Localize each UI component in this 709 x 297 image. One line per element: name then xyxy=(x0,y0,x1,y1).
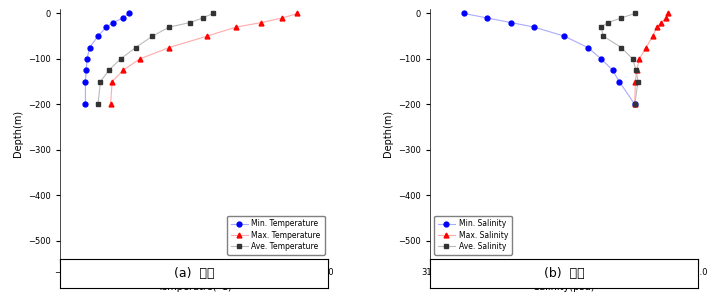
Ave. Salinity xyxy=(630,102,639,106)
Max. Salinity xyxy=(631,80,640,83)
Ave. Salinity xyxy=(630,12,639,15)
Line: Ave. Temperature: Ave. Temperature xyxy=(96,11,216,107)
Min. Temperature xyxy=(119,16,128,20)
Max. Temperature xyxy=(106,102,115,106)
Line: Max. Temperature: Max. Temperature xyxy=(108,11,300,107)
Max. Temperature xyxy=(203,34,211,38)
Ave. Temperature xyxy=(94,102,102,106)
Min. Salinity xyxy=(506,21,515,24)
Max. Salinity xyxy=(657,21,666,24)
Max. Temperature xyxy=(278,16,286,20)
Ave. Salinity xyxy=(634,80,642,83)
Ave. Temperature xyxy=(96,80,105,83)
Min. Salinity xyxy=(483,16,491,20)
Text: (a)  동계: (a) 동계 xyxy=(174,267,215,280)
Ave. Temperature xyxy=(116,57,125,61)
Ave. Temperature xyxy=(199,16,207,20)
Min. Temperature xyxy=(94,34,102,38)
Max. Salinity xyxy=(630,102,639,106)
Max. Salinity xyxy=(652,25,661,29)
Legend: Min. Salinity, Max. Salinity, Ave. Salinity: Min. Salinity, Max. Salinity, Ave. Salin… xyxy=(434,216,512,255)
Min. Salinity xyxy=(630,102,639,106)
Ave. Temperature xyxy=(165,25,174,29)
Min. Salinity xyxy=(530,25,538,29)
Max. Salinity xyxy=(649,34,657,38)
Line: Ave. Salinity: Ave. Salinity xyxy=(598,11,640,107)
Legend: Min. Temperature, Max. Temperature, Ave. Temperature: Min. Temperature, Max. Temperature, Ave.… xyxy=(227,216,325,255)
Min. Salinity xyxy=(584,46,592,49)
Min. Temperature xyxy=(81,80,89,83)
Min. Temperature xyxy=(85,46,94,49)
Ave. Salinity xyxy=(632,68,640,72)
Min. Salinity xyxy=(608,68,617,72)
Ave. Temperature xyxy=(148,34,157,38)
Line: Min. Salinity: Min. Salinity xyxy=(462,11,637,107)
Min. Salinity xyxy=(615,80,623,83)
Ave. Salinity xyxy=(599,34,608,38)
Min. Temperature xyxy=(81,102,89,106)
Min. Temperature xyxy=(82,68,91,72)
Max. Temperature xyxy=(119,68,128,72)
Max. Salinity xyxy=(662,16,671,20)
Max. Salinity xyxy=(632,68,641,72)
Min. Salinity xyxy=(560,34,569,38)
Y-axis label: Depth(m): Depth(m) xyxy=(13,110,23,157)
Ave. Temperature xyxy=(186,21,194,24)
Min. Salinity xyxy=(597,57,605,61)
Max. Temperature xyxy=(257,21,266,24)
Min. Temperature xyxy=(108,21,117,24)
Min. Temperature xyxy=(83,57,91,61)
Ave. Temperature xyxy=(105,68,113,72)
Ave. Temperature xyxy=(208,12,217,15)
Max. Salinity xyxy=(664,12,672,15)
Max. Temperature xyxy=(165,46,174,49)
Min. Salinity xyxy=(459,12,468,15)
Min. Temperature xyxy=(125,12,133,15)
X-axis label: Salinity(psu): Salinity(psu) xyxy=(534,282,595,292)
Ave. Salinity xyxy=(628,57,637,61)
X-axis label: Temperatre(°C): Temperatre(°C) xyxy=(157,282,232,292)
Ave. Salinity xyxy=(597,25,605,29)
Ave. Salinity xyxy=(617,46,625,49)
Y-axis label: Depth(m): Depth(m) xyxy=(383,110,393,157)
Line: Max. Salinity: Max. Salinity xyxy=(632,11,671,107)
Line: Min. Temperature: Min. Temperature xyxy=(83,11,131,107)
Ave. Salinity xyxy=(603,21,612,24)
Max. Salinity xyxy=(642,46,650,49)
Max. Temperature xyxy=(232,25,240,29)
Max. Temperature xyxy=(293,12,301,15)
Text: (b)  하계: (b) 하계 xyxy=(544,267,585,280)
Max. Salinity xyxy=(635,57,644,61)
Ave. Salinity xyxy=(617,16,625,20)
Ave. Temperature xyxy=(131,46,140,49)
Max. Temperature xyxy=(108,80,116,83)
Max. Temperature xyxy=(135,57,144,61)
Min. Temperature xyxy=(102,25,111,29)
